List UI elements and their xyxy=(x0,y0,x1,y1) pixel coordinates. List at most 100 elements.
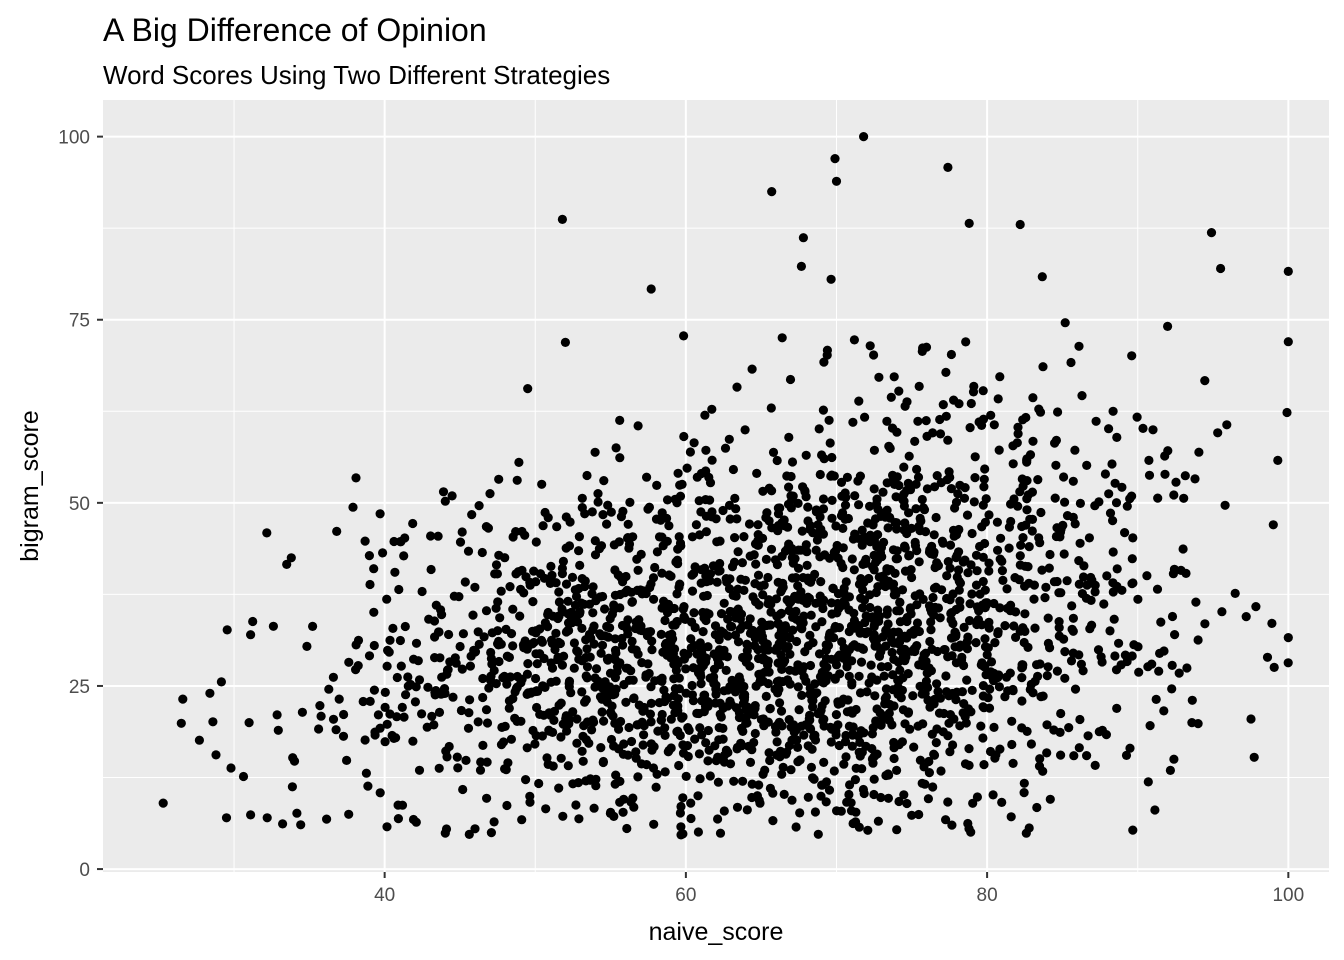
scatter-point xyxy=(1002,584,1012,594)
scatter-point xyxy=(465,695,475,705)
scatter-point xyxy=(1153,493,1163,503)
scatter-point xyxy=(869,565,879,575)
scatter-point xyxy=(567,572,578,583)
scatter-point xyxy=(813,520,823,530)
scatter-point xyxy=(1070,445,1080,455)
scatter-point xyxy=(1021,828,1031,838)
scatter-point xyxy=(949,632,959,642)
scatter-point xyxy=(654,532,665,542)
scatter-point xyxy=(1102,571,1112,581)
scatter-point xyxy=(913,472,924,482)
scatter-point xyxy=(951,695,961,705)
scatter-point xyxy=(703,701,713,712)
scatter-point xyxy=(978,733,988,743)
scatter-point xyxy=(842,472,853,482)
scatter-point xyxy=(870,691,880,701)
scatter-point xyxy=(1022,505,1032,515)
scatter-point xyxy=(808,695,818,706)
scatter-point xyxy=(1007,739,1017,750)
scatter-point xyxy=(989,722,999,733)
scatter-point xyxy=(822,350,832,360)
scatter-point xyxy=(683,751,693,762)
scatter-point xyxy=(696,578,706,588)
scatter-point xyxy=(591,596,601,606)
scatter-point xyxy=(603,500,613,510)
scatter-point xyxy=(859,728,869,738)
scatter-point xyxy=(942,571,952,581)
scatter-point xyxy=(417,709,427,719)
scatter-point xyxy=(753,530,763,540)
scatter-point xyxy=(707,404,717,414)
scatter-point xyxy=(911,504,921,514)
scatter-point xyxy=(500,553,510,563)
scatter-point xyxy=(1074,743,1084,753)
scatter-point xyxy=(803,502,813,512)
scatter-point xyxy=(496,740,507,750)
scatter-point xyxy=(953,489,963,499)
scatter-point xyxy=(883,523,893,533)
scatter-point xyxy=(816,791,826,801)
scatter-point xyxy=(865,602,875,613)
scatter-point xyxy=(248,616,258,627)
scatter-point xyxy=(659,685,669,695)
scatter-point xyxy=(738,776,748,786)
scatter-point xyxy=(826,598,837,608)
scatter-point xyxy=(997,797,1007,808)
scatter-point xyxy=(971,638,981,648)
scatter-point xyxy=(964,760,974,771)
scatter-point xyxy=(924,768,935,778)
scatter-point xyxy=(572,714,582,724)
scatter-point xyxy=(176,718,186,728)
scatter-point xyxy=(795,808,805,818)
scatter-point xyxy=(577,623,587,634)
scatter-point xyxy=(1163,321,1173,331)
scatter-point xyxy=(669,674,679,684)
scatter-point xyxy=(693,791,703,801)
scatter-point xyxy=(775,698,785,708)
scatter-point xyxy=(951,553,961,563)
scatter-point xyxy=(727,562,738,572)
scatter-point xyxy=(394,584,404,595)
scatter-point xyxy=(773,720,783,730)
scatter-point xyxy=(982,650,992,660)
scatter-point xyxy=(1027,526,1037,536)
scatter-point xyxy=(1082,580,1092,590)
scatter-point xyxy=(484,683,494,693)
scatter-point xyxy=(1044,563,1054,573)
scatter-point xyxy=(1056,708,1066,719)
scatter-point xyxy=(922,668,932,678)
scatter-point xyxy=(827,609,837,619)
scatter-point xyxy=(883,619,893,629)
scatter-point xyxy=(926,617,936,627)
scatter-point xyxy=(1008,459,1018,469)
scatter-point xyxy=(848,818,858,829)
scatter-point xyxy=(540,682,550,693)
scatter-point xyxy=(687,586,698,596)
scatter-point xyxy=(917,689,927,699)
scatter-point xyxy=(811,505,822,515)
scatter-point xyxy=(1042,671,1052,681)
scatter-point xyxy=(1105,508,1116,518)
scatter-point xyxy=(600,604,610,614)
scatter-point xyxy=(679,331,689,341)
scatter-point xyxy=(718,734,728,744)
scatter-point xyxy=(907,810,917,820)
scatter-point xyxy=(829,766,839,776)
scatter-point xyxy=(921,656,931,667)
scatter-point xyxy=(378,548,388,558)
scatter-point xyxy=(872,675,882,685)
scatter-point xyxy=(558,556,569,567)
scatter-point xyxy=(610,645,621,655)
scatter-point xyxy=(783,543,793,554)
scatter-point xyxy=(536,635,547,646)
scatter-point xyxy=(721,745,732,755)
scatter-point xyxy=(1038,362,1048,372)
scatter-point xyxy=(502,800,512,811)
scatter-point xyxy=(426,564,436,575)
scatter-point xyxy=(1018,533,1028,543)
y-tick-label: 50 xyxy=(69,494,90,515)
scatter-point xyxy=(409,654,419,664)
scatter-point xyxy=(793,742,803,753)
scatter-point xyxy=(1006,812,1016,822)
scatter-point xyxy=(596,648,606,658)
